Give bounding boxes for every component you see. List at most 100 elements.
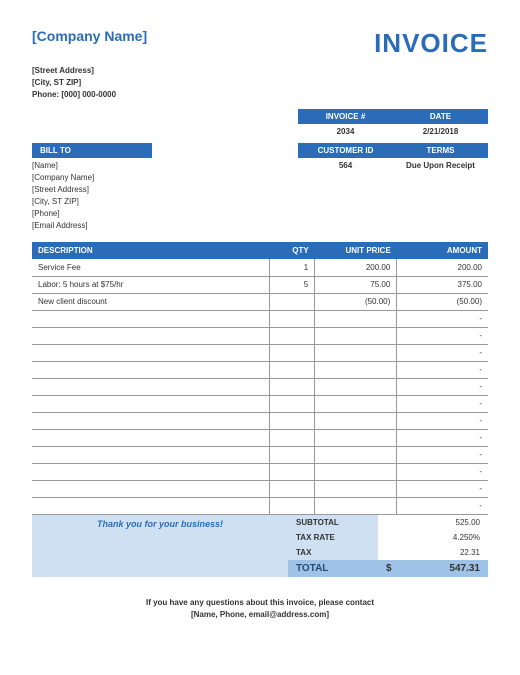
cell-unit <box>315 344 397 361</box>
table-row: - <box>32 310 488 327</box>
items-table: DESCRIPTION QTY UNIT PRICE AMOUNT Servic… <box>32 242 488 515</box>
table-row: - <box>32 412 488 429</box>
table-row: - <box>32 497 488 514</box>
cell-unit <box>315 480 397 497</box>
cell-desc <box>32 378 269 395</box>
total-label: TOTAL <box>288 560 378 577</box>
company-city: [City, ST ZIP] <box>32 77 488 89</box>
taxrate-value: 4.250% <box>378 530 488 545</box>
invoice-date: 2/21/2018 <box>393 124 488 139</box>
table-row: New client discount(50.00)(50.00) <box>32 293 488 310</box>
cell-amount: - <box>397 412 488 429</box>
taxrate-label: TAX RATE <box>288 530 378 545</box>
total-currency: $ <box>378 560 400 577</box>
subtotal-label: SUBTOTAL <box>288 515 378 530</box>
cell-unit <box>315 412 397 429</box>
invoice-title: INVOICE <box>374 28 488 59</box>
billto-street: [Street Address] <box>32 184 152 196</box>
cell-amount: - <box>397 446 488 463</box>
cell-desc <box>32 361 269 378</box>
tax-value: 22.31 <box>378 545 488 560</box>
thanks-message: Thank you for your business! <box>32 515 288 577</box>
table-row: - <box>32 463 488 480</box>
cell-desc <box>32 497 269 514</box>
cell-amount: - <box>397 361 488 378</box>
meta-table-2: CUSTOMER ID TERMS 564 Due Upon Receipt <box>298 143 488 173</box>
company-address: [Street Address] [City, ST ZIP] Phone: [… <box>32 65 488 101</box>
table-row: - <box>32 395 488 412</box>
cell-desc <box>32 395 269 412</box>
cell-qty <box>269 395 315 412</box>
billto-label: BILL TO <box>32 143 152 158</box>
cell-desc: Service Fee <box>32 259 269 276</box>
cell-qty <box>269 480 315 497</box>
cell-amount: 200.00 <box>397 259 488 276</box>
contact-line1: If you have any questions about this inv… <box>32 597 488 609</box>
cell-qty <box>269 429 315 446</box>
total-value: 547.31 <box>400 560 488 577</box>
table-row: - <box>32 480 488 497</box>
cell-unit <box>315 446 397 463</box>
invoice-meta-1: INVOICE # DATE 2034 2/21/2018 <box>32 109 488 139</box>
cell-qty <box>269 378 315 395</box>
cell-amount: - <box>397 429 488 446</box>
cell-amount: - <box>397 497 488 514</box>
cell-desc: Labor: 5 hours at $75/hr <box>32 276 269 293</box>
cell-amount: - <box>397 344 488 361</box>
billto-details: [Name] [Company Name] [Street Address] [… <box>32 160 152 232</box>
cell-unit <box>315 395 397 412</box>
billto-company: [Company Name] <box>32 172 152 184</box>
col-qty: QTY <box>269 242 315 259</box>
contact-note: If you have any questions about this inv… <box>32 597 488 621</box>
totals-block: SUBTOTAL 525.00 TAX RATE 4.250% TAX 22.3… <box>288 515 488 577</box>
cell-qty <box>269 463 315 480</box>
col-amount: AMOUNT <box>397 242 488 259</box>
cell-desc <box>32 327 269 344</box>
billto-block: BILL TO [Name] [Company Name] [Street Ad… <box>32 143 152 232</box>
terms: Due Upon Receipt <box>393 158 488 173</box>
company-name: [Company Name] <box>32 28 147 44</box>
billto-name: [Name] <box>32 160 152 172</box>
cell-desc <box>32 412 269 429</box>
cell-amount: 375.00 <box>397 276 488 293</box>
table-row: - <box>32 429 488 446</box>
cell-amount: - <box>397 378 488 395</box>
tax-label: TAX <box>288 545 378 560</box>
table-row: Labor: 5 hours at $75/hr575.00375.00 <box>32 276 488 293</box>
cell-unit <box>315 327 397 344</box>
cell-qty: 5 <box>269 276 315 293</box>
footer-row: Thank you for your business! SUBTOTAL 52… <box>32 515 488 577</box>
subtotal-value: 525.00 <box>378 515 488 530</box>
company-street: [Street Address] <box>32 65 488 77</box>
header-row: [Company Name] INVOICE <box>32 28 488 59</box>
cell-unit: 75.00 <box>315 276 397 293</box>
billto-row: BILL TO [Name] [Company Name] [Street Ad… <box>32 143 488 232</box>
cell-amount: - <box>397 395 488 412</box>
cell-desc <box>32 344 269 361</box>
cell-desc <box>32 480 269 497</box>
cell-qty: 1 <box>269 259 315 276</box>
cell-desc <box>32 310 269 327</box>
cell-amount: - <box>397 310 488 327</box>
cell-qty <box>269 412 315 429</box>
billto-email: [Email Address] <box>32 220 152 232</box>
table-row: - <box>32 446 488 463</box>
cell-unit <box>315 463 397 480</box>
billto-city: [City, ST ZIP] <box>32 196 152 208</box>
col-unit-price: UNIT PRICE <box>315 242 397 259</box>
table-row: - <box>32 361 488 378</box>
date-label: DATE <box>393 109 488 124</box>
cell-qty <box>269 344 315 361</box>
cell-unit <box>315 361 397 378</box>
cell-qty <box>269 293 315 310</box>
cell-amount: - <box>397 480 488 497</box>
cell-unit <box>315 378 397 395</box>
table-row: - <box>32 378 488 395</box>
meta-table-1: INVOICE # DATE 2034 2/21/2018 <box>298 109 488 139</box>
cell-amount: (50.00) <box>397 293 488 310</box>
cell-unit <box>315 497 397 514</box>
invoice-number: 2034 <box>298 124 393 139</box>
cell-unit: 200.00 <box>315 259 397 276</box>
terms-label: TERMS <box>393 143 488 158</box>
cell-qty <box>269 446 315 463</box>
